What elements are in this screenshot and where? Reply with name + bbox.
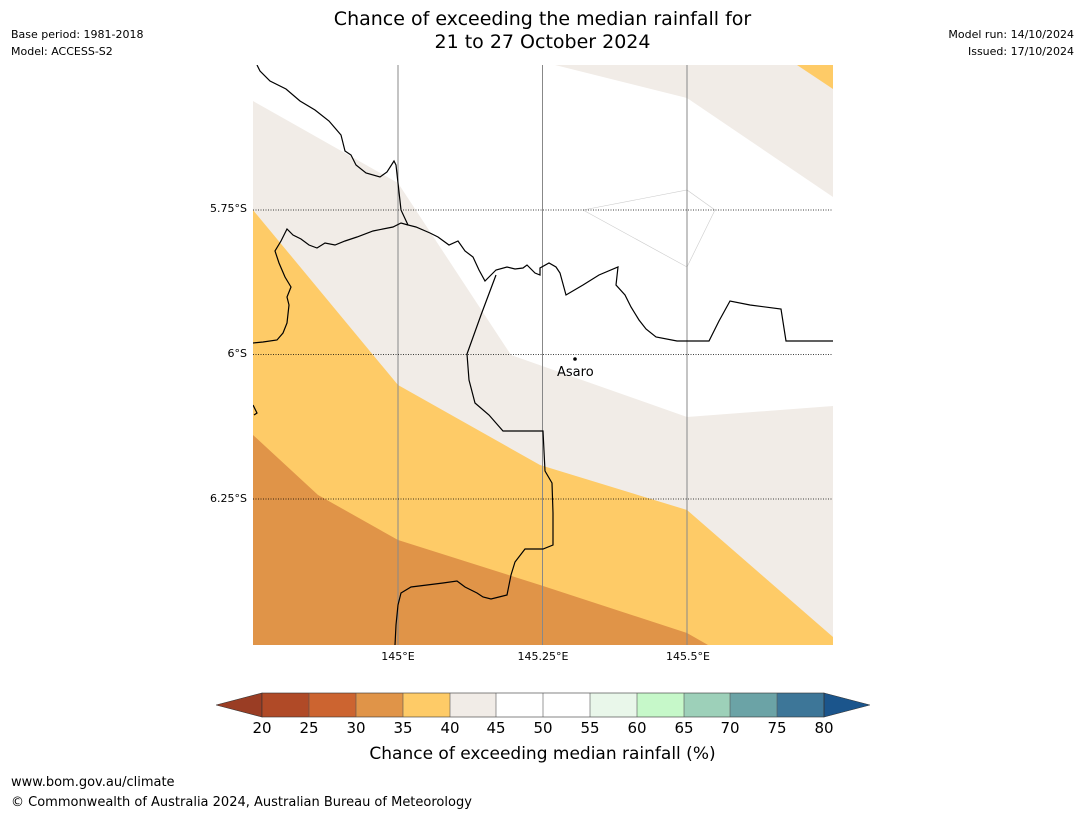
lon-label-145-25: 145.25°E	[517, 650, 569, 663]
lon-label-145: 145°E	[381, 650, 415, 663]
colorbar-segment-40-45	[450, 693, 496, 717]
title-line-1: Chance of exceeding the median rainfall …	[333, 8, 752, 30]
colorbar-tick-50: 50	[533, 719, 553, 737]
colorbar-tick-80: 80	[814, 719, 834, 737]
colorbar-segment-25-30	[309, 693, 356, 717]
colorbar-extend-low	[216, 692, 263, 718]
lat-label-6-25: 6.25°S	[210, 492, 247, 505]
colorbar-tick-45: 45	[486, 719, 506, 737]
province-boundary-north	[256, 65, 833, 342]
footer-copyright: © Commonwealth of Australia 2024, Austra…	[11, 795, 472, 810]
colorbar-tick-35: 35	[393, 719, 413, 737]
meta-left: Base period: 1981-2018 Model: ACCESS-S2	[11, 26, 143, 60]
colorbar-tick-25: 25	[299, 719, 319, 737]
colorbar-tick-30: 30	[346, 719, 366, 737]
colorbar-segment-45-50	[496, 693, 543, 717]
province-boundary-west	[253, 222, 409, 344]
province-boundary-southwest	[253, 404, 258, 416]
colorbar-tick-70: 70	[720, 719, 740, 737]
colorbar-segment-60-65	[637, 693, 684, 717]
colorbar-tick-75: 75	[767, 719, 787, 737]
colorbar-tick-65: 65	[674, 719, 694, 737]
zone-35-40-corner	[797, 65, 833, 89]
colorbar-tick-40: 40	[440, 719, 460, 737]
issued-text: Issued: 17/10/2024	[967, 45, 1074, 58]
asaro-label: Asaro	[557, 365, 594, 380]
province-boundary-east	[394, 274, 554, 645]
footer-url[interactable]: www.bom.gov.au/climate	[11, 775, 175, 790]
colorbar-extend-high	[823, 692, 870, 718]
colorbar-tick-60: 60	[627, 719, 647, 737]
faint-contour	[582, 189, 716, 268]
rainfall-map	[253, 65, 833, 645]
zone-40-45-top	[555, 65, 833, 197]
colorbar-label: Chance of exceeding median rainfall (%)	[369, 744, 716, 764]
title-line-2: 21 to 27 October 2024	[434, 31, 651, 53]
zone-30-35	[253, 435, 708, 645]
colorbar-segment-20-25	[262, 693, 309, 717]
colorbar-dividers	[308, 693, 778, 717]
colorbar-segment-75-80	[777, 693, 824, 717]
lat-label-6: 6°S	[227, 347, 247, 360]
lon-label-145-5: 145.5°E	[666, 650, 710, 663]
colorbar-tick-55: 55	[580, 719, 600, 737]
base-period-text: Base period: 1981-2018	[11, 28, 144, 41]
colorbar	[216, 692, 870, 718]
model-text: Model: ACCESS-S2	[11, 45, 113, 58]
lat-label-5-75: 5.75°S	[210, 202, 247, 215]
meta-right: Model run: 14/10/2024 Issued: 17/10/2024	[948, 26, 1074, 60]
asaro-marker	[573, 357, 577, 361]
colorbar-segment-55-60	[590, 693, 637, 717]
colorbar-segment-65-70	[684, 693, 730, 717]
colorbar-segment-50-55	[543, 693, 590, 717]
colorbar-segment-70-75	[730, 693, 777, 717]
model-run-text: Model run: 14/10/2024	[948, 28, 1074, 41]
colorbar-segment-35-40	[403, 693, 450, 717]
map-title: Chance of exceeding the median rainfall …	[0, 8, 1085, 54]
colorbar-tick-20: 20	[252, 719, 272, 737]
colorbar-segment-30-35	[356, 693, 403, 717]
